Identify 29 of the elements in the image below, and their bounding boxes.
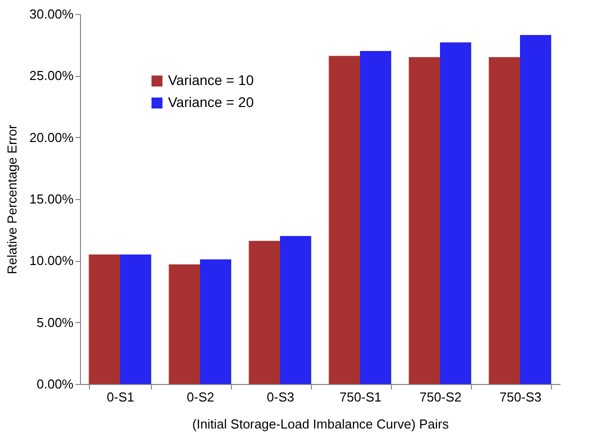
x-tick-label: 0-S2 (186, 390, 214, 404)
bar (200, 259, 232, 384)
bar (328, 56, 360, 384)
legend-label: Variance = 20 (168, 94, 254, 110)
bar (488, 57, 520, 384)
x-tick-label: 0-S1 (106, 390, 134, 404)
x-axis-title: (Initial Storage-Load Imbalance Curve) Pairs (192, 416, 450, 432)
bar (440, 42, 472, 384)
y-axis-title: Relative Percentage Error (4, 124, 20, 274)
y-tick-label: 0.00% (36, 376, 74, 392)
y-tick-label: 5.00% (36, 314, 74, 330)
legend-label: Variance = 10 (168, 72, 254, 88)
bar (520, 34, 552, 384)
x-tick-label: 750-S1 (340, 390, 382, 404)
bar (120, 254, 152, 384)
y-tick-label: 10.00% (29, 253, 74, 268)
x-tick-label: 0-S3 (266, 390, 294, 404)
x-tick-label: 750-S3 (500, 390, 542, 404)
y-tick-label: 25.00% (29, 68, 74, 84)
bar (360, 51, 392, 384)
y-tick-label: 15.00% (29, 192, 74, 206)
bar (280, 236, 312, 384)
x-tick-label: 750-S2 (420, 390, 462, 404)
y-tick-label: 30.00% (29, 6, 74, 22)
bar (168, 264, 200, 384)
y-tick-label: 20.00% (29, 130, 74, 145)
bar (88, 254, 120, 384)
bar (408, 57, 440, 384)
bar (248, 240, 280, 384)
